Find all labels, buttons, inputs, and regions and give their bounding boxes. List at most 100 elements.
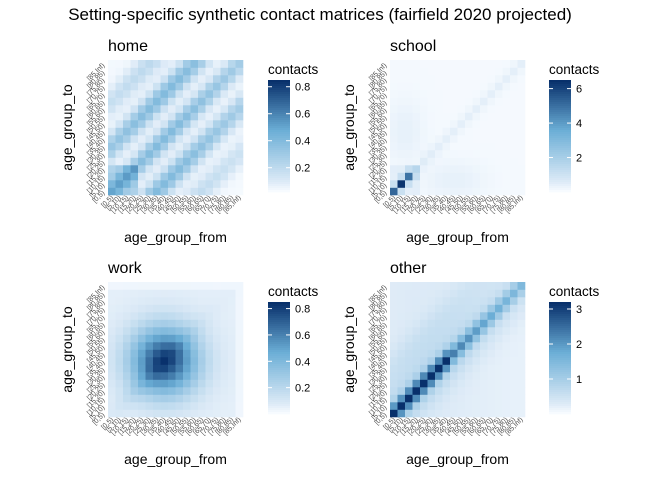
heatmap-cell [108, 90, 116, 98]
heatmap-cell [420, 157, 428, 166]
legend-gradient-step [268, 170, 290, 173]
heatmap-cell [442, 127, 451, 136]
heatmap-cell [160, 387, 169, 395]
heatmap-cell [168, 282, 176, 290]
heatmap-cell [175, 387, 184, 395]
heatmap-cell [198, 60, 206, 68]
heatmap-cell [228, 135, 236, 143]
heatmap-cell [190, 372, 199, 380]
legend-gradient-step [268, 168, 290, 171]
heatmap-cell [427, 97, 436, 106]
heatmap-cell [130, 379, 139, 388]
heatmap-cell [390, 312, 398, 320]
legend-gradient-step [549, 348, 571, 351]
heatmap-cell [472, 394, 481, 403]
heatmap-cell [183, 60, 191, 68]
heatmap-cell [457, 172, 466, 181]
heatmap-cell [175, 409, 184, 418]
heatmap-cell [235, 304, 244, 313]
heatmap-cell [220, 349, 229, 358]
heatmap-cell [235, 187, 244, 196]
heatmap-cell [510, 180, 518, 188]
heatmap-cell [405, 112, 413, 121]
heatmap-cell [502, 319, 511, 328]
heatmap-cell [450, 157, 458, 166]
heatmap-cell [108, 60, 116, 68]
heatmap-cell [472, 150, 481, 158]
heatmap-cell [472, 349, 481, 358]
heatmap-cell [487, 394, 496, 403]
heatmap-cell [213, 289, 221, 298]
legend-gradient-step [549, 150, 571, 153]
legend-gradient-step [268, 394, 290, 397]
heatmap-cell [495, 97, 503, 106]
legend-gradient-step [549, 132, 571, 135]
heatmap-cell [130, 342, 139, 350]
heatmap-cell [412, 394, 421, 403]
heatmap-cell [457, 282, 466, 290]
heatmap-cell [115, 342, 124, 350]
heatmap-cell [450, 409, 458, 418]
heatmap-cell [160, 334, 169, 343]
heatmap-cell [427, 120, 436, 128]
heatmap-cell [420, 180, 428, 188]
heatmap-cell [435, 327, 443, 335]
legend-gradient-step [268, 88, 290, 91]
heatmap-cell [397, 334, 406, 343]
heatmap-cell [213, 120, 221, 128]
heatmap-cell [517, 67, 526, 76]
heatmap-cell [397, 67, 406, 76]
heatmap-cell [412, 327, 421, 335]
heatmap-cell [480, 289, 488, 298]
heatmap-cell [450, 282, 458, 290]
heatmap-cell [198, 180, 206, 188]
heatmap-cell [168, 342, 176, 350]
heatmap-cell [442, 165, 451, 173]
heatmap-cell [175, 112, 184, 121]
heatmap-cell [405, 387, 413, 395]
heatmap-cell [168, 394, 176, 403]
heatmap-cell [123, 172, 131, 181]
heatmap-cell [153, 180, 161, 188]
heatmap-cell [435, 82, 443, 91]
heatmap-cell [450, 67, 458, 76]
heatmap-cell [145, 135, 154, 143]
heatmap-cell [153, 379, 161, 388]
heatmap-cell [517, 319, 526, 328]
heatmap-cell [183, 357, 191, 365]
heatmap-cell [420, 357, 428, 365]
heatmap-cell [190, 349, 199, 358]
heatmap-cell [175, 319, 184, 328]
heatmap-cell [168, 150, 176, 158]
heatmap-cell [442, 135, 451, 143]
heatmap-cell [412, 105, 421, 113]
heatmap-cell [115, 157, 124, 166]
heatmap-cell [420, 127, 428, 136]
heatmap-cell [480, 379, 488, 388]
legend-gradient-step [268, 308, 290, 311]
heatmap-cell [130, 142, 139, 151]
heatmap-cell [108, 112, 116, 121]
heatmap-cell [108, 372, 116, 380]
legend-gradient-step [268, 314, 290, 317]
heatmap-cell [183, 187, 191, 196]
heatmap-cell [228, 394, 236, 403]
heatmap-cell [480, 142, 488, 151]
heatmap-cell [480, 105, 488, 113]
heatmap-cell [405, 97, 413, 106]
heatmap-cell [108, 387, 116, 395]
heatmap-cell [190, 387, 199, 395]
legend-gradient-step [549, 136, 571, 139]
legend-gradient-step [549, 104, 571, 107]
heatmap-cell [123, 60, 131, 68]
heatmap-cell [517, 387, 526, 395]
heatmap-cell [412, 97, 421, 106]
heatmap-cell [198, 402, 206, 410]
legend-gradient-step [268, 164, 290, 167]
heatmap-cell [138, 282, 146, 290]
heatmap-cell [183, 379, 191, 388]
heatmap-cell [160, 289, 169, 298]
heatmap-cell [487, 82, 496, 91]
heatmap-cell [160, 379, 169, 388]
